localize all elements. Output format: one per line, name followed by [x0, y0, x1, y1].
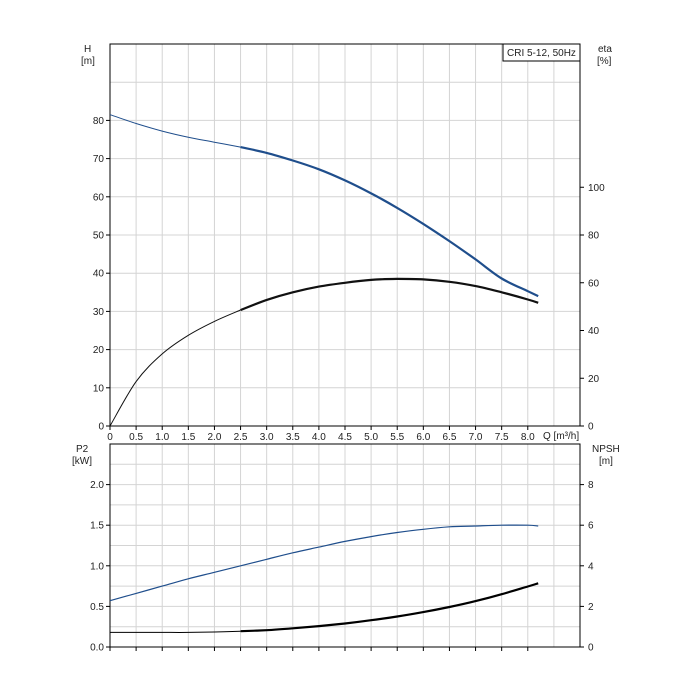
right-tick-label: 8	[588, 480, 594, 491]
x-tick-label: 2.5	[234, 432, 248, 443]
x-tick-label: 3.0	[260, 432, 274, 443]
series-line-0-thin	[109, 114, 241, 148]
bottom-left-axis: 0.0 0.5 1.0 1.5 2.0	[90, 480, 110, 654]
series-line-1-thick	[240, 582, 539, 633]
right-tick-label: 4	[588, 561, 594, 572]
right-tick-label: 6	[588, 521, 594, 532]
right-tick-label: 2	[588, 602, 594, 613]
x-tick-label: 4.5	[338, 432, 352, 443]
left-tick-label: 2.0	[90, 480, 104, 491]
x-tick-label: 0	[107, 432, 113, 443]
right-tick-label: 100	[588, 183, 605, 194]
left-tick-label: 0.5	[90, 602, 104, 613]
x-tick-label: 5.0	[364, 432, 378, 443]
x-tick-label: 6.5	[442, 432, 456, 443]
x-tick-label: 2.0	[207, 432, 221, 443]
top-right-axis: 0 20 40 60 80 100	[580, 183, 605, 433]
series-line-0-thick	[240, 146, 539, 298]
x-axis-label: Q [m³/h]	[543, 431, 579, 442]
series-line-1-thin	[109, 309, 241, 427]
top-grid	[110, 44, 580, 426]
series-line-0	[109, 524, 539, 602]
right-tick-label: 80	[588, 231, 600, 242]
x-tick-label: 8.0	[521, 432, 535, 443]
left-tick-label: 10	[93, 383, 105, 394]
right-tick-label: 0	[588, 643, 594, 654]
x-axis: 0 0.5 1.0 1.5 2.0 2.5 3.0 3.5 4.0 4.5 5.0 5.5 6.0 6.5…	[107, 426, 535, 443]
series-line-1-thick	[240, 277, 539, 312]
left-tick-label: 1.0	[90, 561, 104, 572]
right-tick-label: 0	[588, 422, 594, 433]
x-tick-label: 1.5	[181, 432, 195, 443]
x-tick-label: 0.5	[129, 432, 143, 443]
left-tick-label: 40	[93, 269, 105, 280]
left-tick-label: 80	[93, 116, 105, 127]
left-axis-name: H	[84, 44, 91, 55]
left-tick-label: 50	[93, 231, 105, 242]
x-tick-label: 5.5	[390, 432, 404, 443]
bottom-right-axis-unit: [m]	[599, 456, 613, 467]
bottom-left-axis-unit: [kW]	[72, 456, 92, 467]
x-tick-label: 1.0	[155, 432, 169, 443]
bottom-right-axis-name: NPSH	[592, 444, 620, 455]
bottom-grid	[109, 444, 580, 651]
left-tick-label: 30	[93, 307, 105, 318]
left-tick-label: 1.5	[90, 521, 104, 532]
top-curves	[109, 114, 539, 427]
bottom-right-axis: 0 2 4 6 8	[580, 480, 594, 654]
bottom-left-axis-name: P2	[76, 444, 89, 455]
left-tick-label: 0.0	[90, 643, 104, 654]
bottom-plot-frame	[109, 443, 581, 648]
legend-box: CRI 5-12, 50Hz	[502, 43, 581, 62]
bottom-panel: 0.0 0.5 1.0 1.5 2.0 0 2 4 6 8 P2 [kW] NPSH [m]	[72, 443, 620, 654]
right-axis-name: eta	[598, 44, 612, 55]
left-tick-label: 70	[93, 154, 105, 165]
x-tick-label: 6.0	[416, 432, 430, 443]
legend-label: CRI 5-12, 50Hz	[507, 48, 576, 59]
left-axis-unit: [m]	[81, 56, 95, 67]
x-tick-label: 4.0	[312, 432, 326, 443]
series-line-1-thin	[109, 630, 241, 633]
right-tick-label: 60	[588, 278, 600, 289]
right-axis-unit: [%]	[597, 56, 612, 67]
x-tick-label: 7.0	[469, 432, 483, 443]
top-panel: 0 10 20 30 40 50 60 70 80 0 20 40 60 80 100 0 0.5 1.0 1.…	[81, 43, 612, 443]
x-tick-label: 7.5	[495, 432, 509, 443]
left-tick-label: 20	[93, 345, 105, 356]
top-left-axis: 0 10 20 30 40 50 60 70 80	[93, 116, 110, 433]
bottom-curves	[109, 524, 539, 633]
right-tick-label: 40	[588, 326, 600, 337]
x-tick-label: 3.5	[286, 432, 300, 443]
left-tick-label: 60	[93, 192, 105, 203]
right-tick-label: 20	[588, 374, 600, 385]
left-tick-label: 0	[98, 422, 104, 433]
